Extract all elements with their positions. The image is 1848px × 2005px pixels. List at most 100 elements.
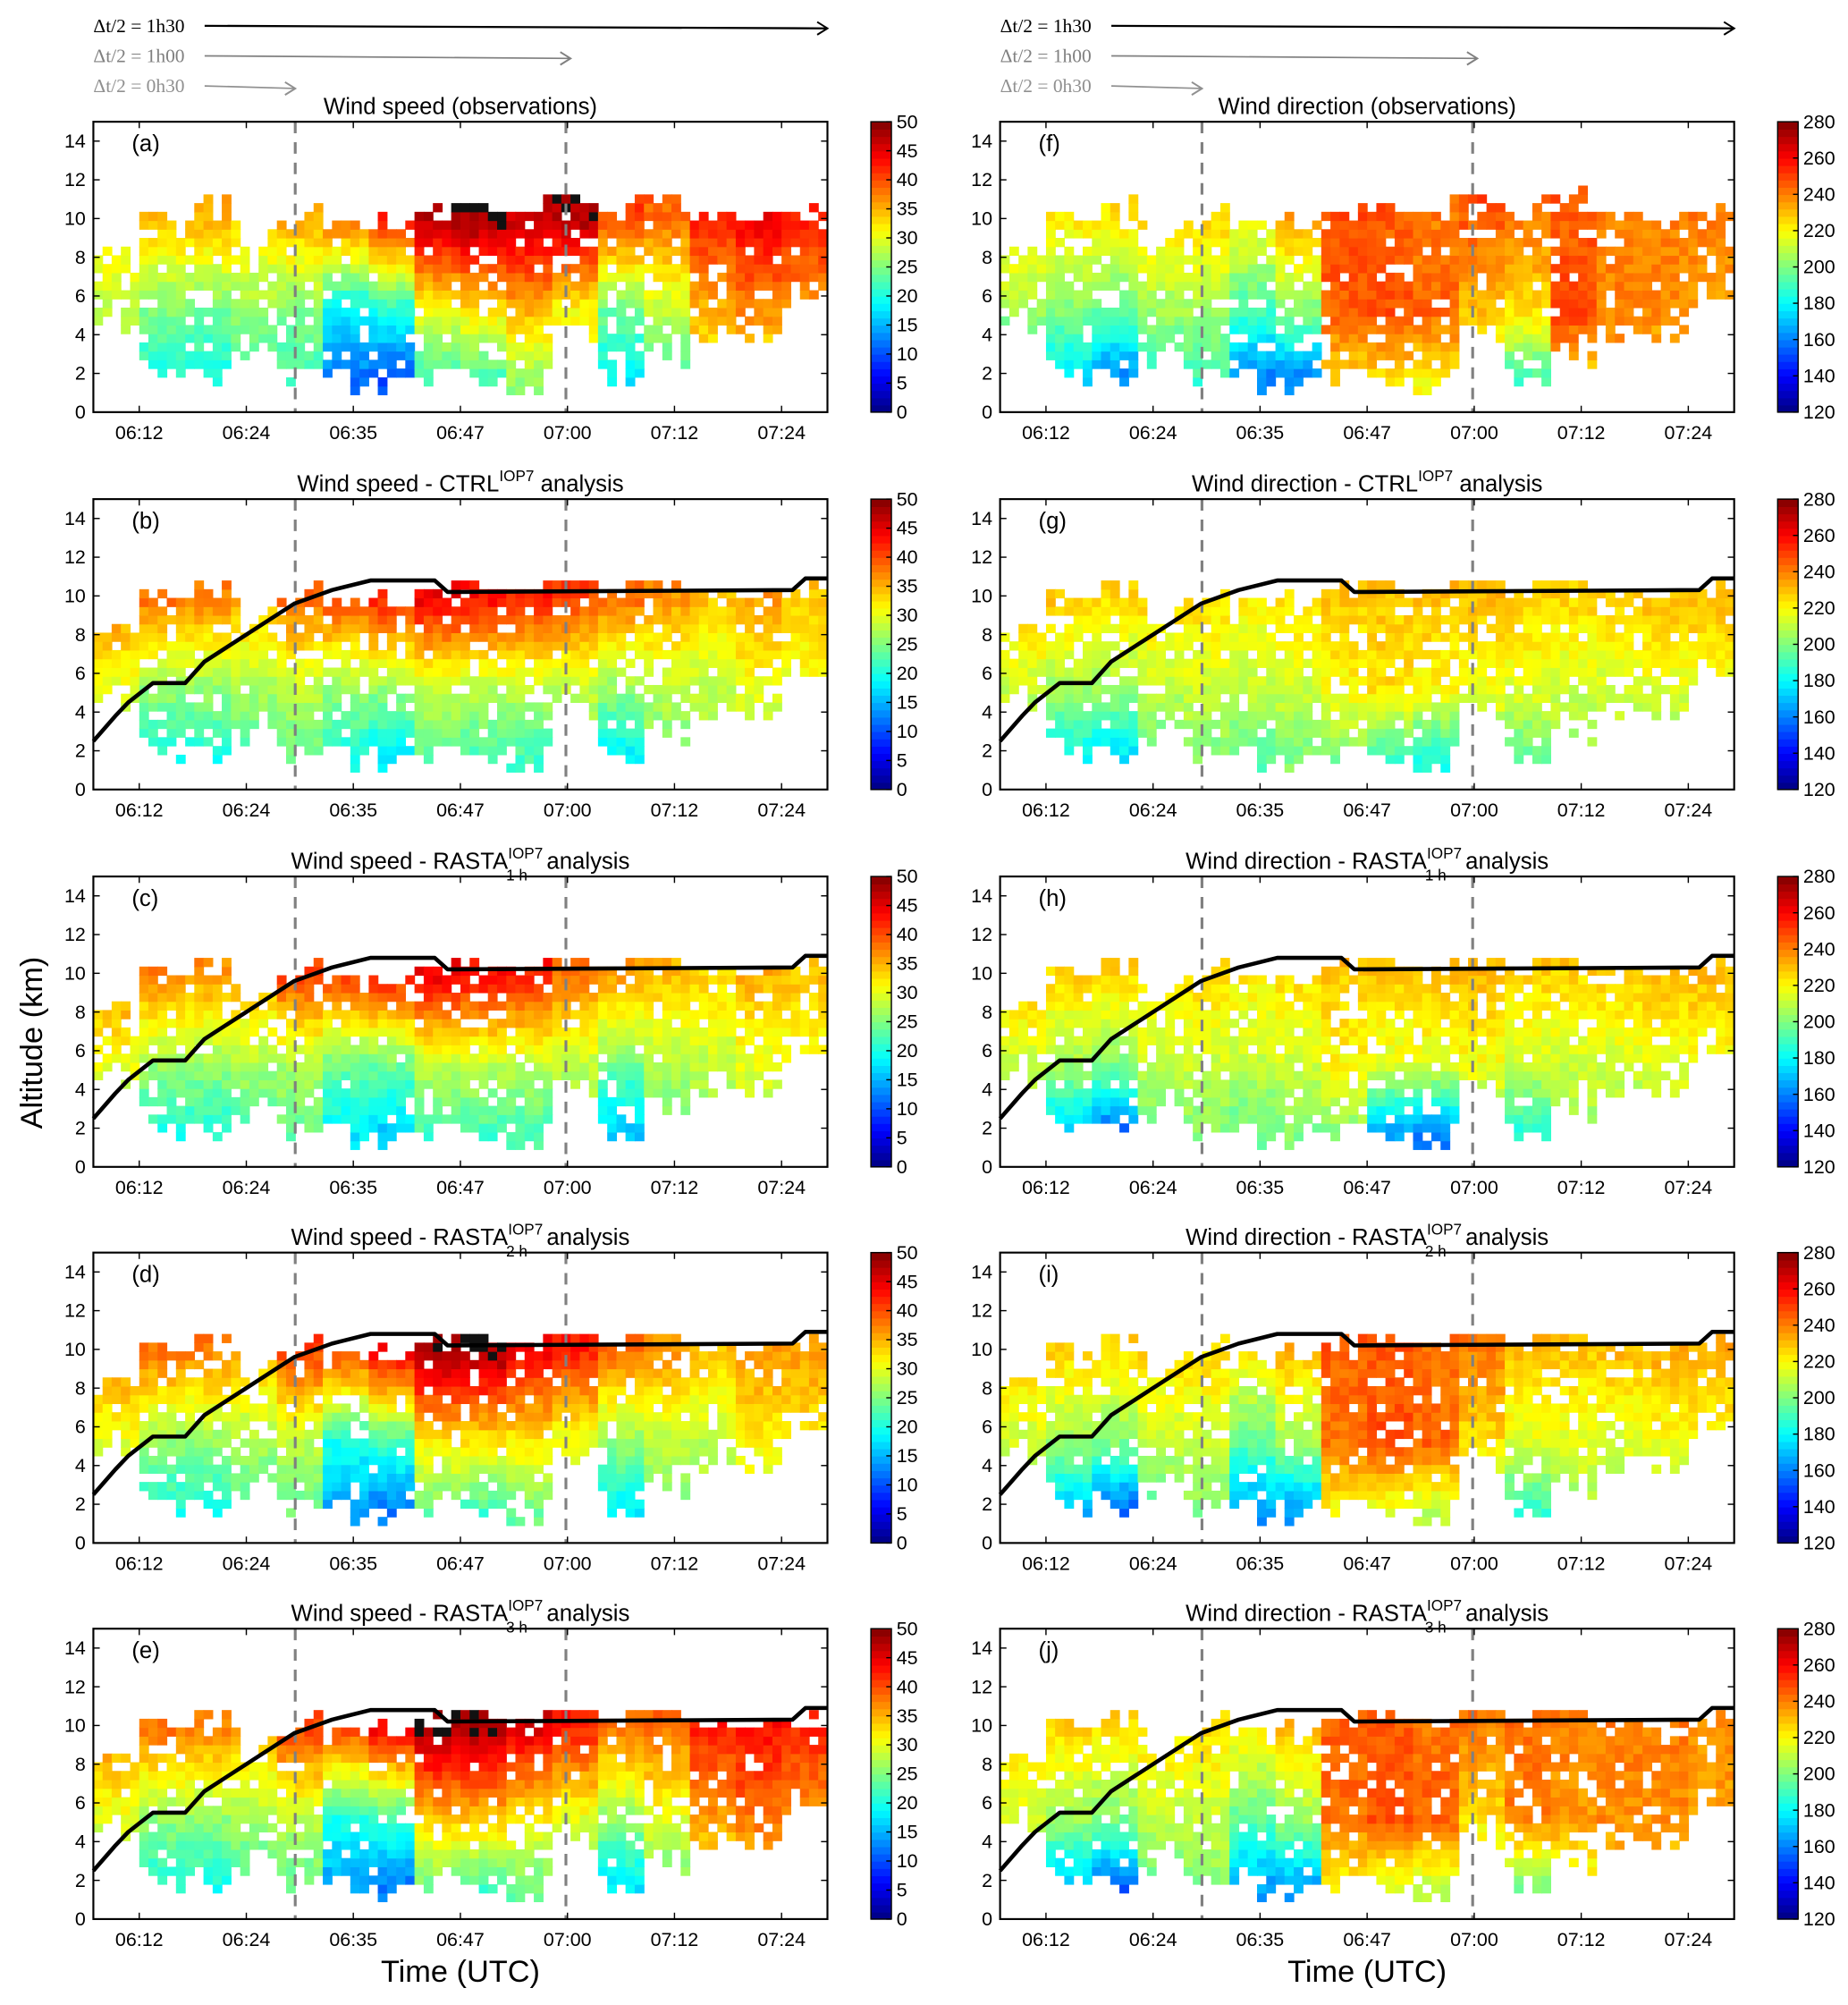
heatmap-cell	[433, 203, 443, 213]
heatmap-cell	[625, 1473, 636, 1483]
heatmap-cell	[304, 1385, 315, 1396]
heatmap-cell	[267, 1027, 278, 1037]
heatmap-cell	[111, 1027, 122, 1037]
heatmap-cell	[222, 360, 232, 369]
colorbar-tick-label: 5	[897, 750, 907, 772]
heatmap-cell	[285, 1447, 296, 1457]
heatmap-cell	[433, 220, 443, 230]
heatmap-cell	[460, 299, 470, 309]
heatmap-cell	[515, 1010, 526, 1019]
heatmap-cell	[185, 272, 196, 283]
heatmap-cell	[597, 693, 608, 703]
heatmap-cell	[203, 334, 214, 343]
heatmap-cell	[111, 1010, 122, 1019]
heatmap-cell	[460, 1351, 470, 1361]
heatmap-cell	[745, 1368, 755, 1378]
heatmap-cell	[524, 623, 535, 634]
heatmap-cell	[451, 360, 461, 369]
heatmap-cell	[285, 1123, 296, 1133]
heatmap-cell	[524, 1403, 535, 1413]
heatmap-cell	[341, 1482, 351, 1492]
heatmap-cell	[258, 641, 269, 651]
heatmap-cell	[515, 658, 526, 668]
heatmap-cell	[689, 220, 700, 230]
heatmap-cell	[478, 376, 489, 387]
heatmap-cell	[790, 588, 801, 599]
heatmap-cell	[313, 220, 324, 230]
heatmap-cell	[423, 1114, 434, 1124]
x-tick-label: 06:47	[436, 799, 485, 821]
heatmap-cell	[276, 1473, 287, 1483]
heatmap-cell	[625, 1053, 636, 1063]
heatmap-cell	[258, 246, 269, 257]
heatmap-cell	[763, 211, 773, 222]
heatmap-cell	[194, 684, 205, 695]
heatmap-cell	[212, 281, 223, 291]
heatmap-cell	[222, 1377, 232, 1387]
heatmap-cell	[506, 1421, 517, 1431]
heatmap-cell	[359, 1010, 369, 1019]
heatmap-cell	[644, 1394, 654, 1405]
heatmap-cell	[368, 667, 379, 677]
heatmap-cell	[332, 606, 342, 616]
heatmap-cell	[194, 711, 205, 721]
heatmap-cell	[543, 1001, 553, 1011]
y-tick-label: 4	[75, 1079, 86, 1100]
heatmap-cell	[763, 702, 773, 712]
heatmap-cell	[102, 1403, 113, 1413]
heatmap-cell	[313, 1482, 324, 1492]
heatmap-cell	[157, 351, 168, 360]
heatmap-cell	[414, 984, 425, 994]
heatmap-cell	[552, 299, 562, 309]
heatmap-cell	[588, 684, 599, 695]
heatmap-cell	[377, 658, 388, 668]
heatmap-cell	[175, 1351, 186, 1361]
heatmap-cell	[579, 1412, 590, 1422]
heatmap-cell	[754, 246, 764, 257]
heatmap-cell	[285, 1131, 296, 1142]
heatmap-cell	[680, 711, 691, 721]
heatmap-cell	[433, 238, 443, 248]
heatmap-cell	[726, 588, 737, 599]
heatmap-cell	[634, 1079, 645, 1089]
heatmap-cell	[460, 992, 470, 1002]
heatmap-cell	[644, 1464, 654, 1474]
y-tick-label: 6	[75, 663, 86, 684]
heatmap-cell	[671, 676, 681, 686]
heatmap-cell	[524, 1088, 535, 1098]
heatmap-cell	[451, 220, 461, 230]
heatmap-cell	[698, 984, 709, 994]
heatmap-cell	[717, 1359, 728, 1370]
heatmap-cell	[350, 360, 360, 369]
heatmap-cell	[607, 1490, 618, 1501]
heatmap-cell	[561, 588, 571, 599]
heatmap-cell	[671, 588, 681, 599]
heatmap-cell	[808, 290, 819, 300]
heatmap-cell	[478, 1482, 489, 1492]
heatmap-cell	[194, 1359, 205, 1370]
y-tick-label: 12	[64, 1300, 86, 1322]
heatmap-cell	[524, 325, 535, 334]
heatmap-cell	[487, 211, 498, 222]
heatmap-cell	[175, 290, 186, 300]
heatmap-cell	[442, 693, 452, 703]
heatmap-cell	[497, 615, 507, 625]
heatmap-cell	[451, 272, 461, 283]
heatmap-cell	[543, 711, 553, 721]
heatmap-cell	[405, 360, 416, 369]
heatmap-cell	[121, 246, 131, 257]
heatmap-cell	[552, 1368, 562, 1378]
heatmap-cell	[175, 1499, 186, 1510]
heatmap-cell	[469, 1490, 480, 1501]
heatmap-cell	[442, 1070, 452, 1080]
heatmap-cell	[368, 1105, 379, 1115]
heatmap-cell	[653, 1079, 663, 1089]
heatmap-cell	[763, 307, 773, 317]
heatmap-cell	[258, 632, 269, 642]
heatmap-cell	[258, 1368, 269, 1378]
heatmap-cell	[625, 615, 636, 625]
heatmap-cell	[332, 342, 342, 352]
heatmap-cell	[130, 299, 140, 309]
heatmap-cell	[368, 1114, 379, 1124]
heatmap-cell	[698, 307, 709, 317]
